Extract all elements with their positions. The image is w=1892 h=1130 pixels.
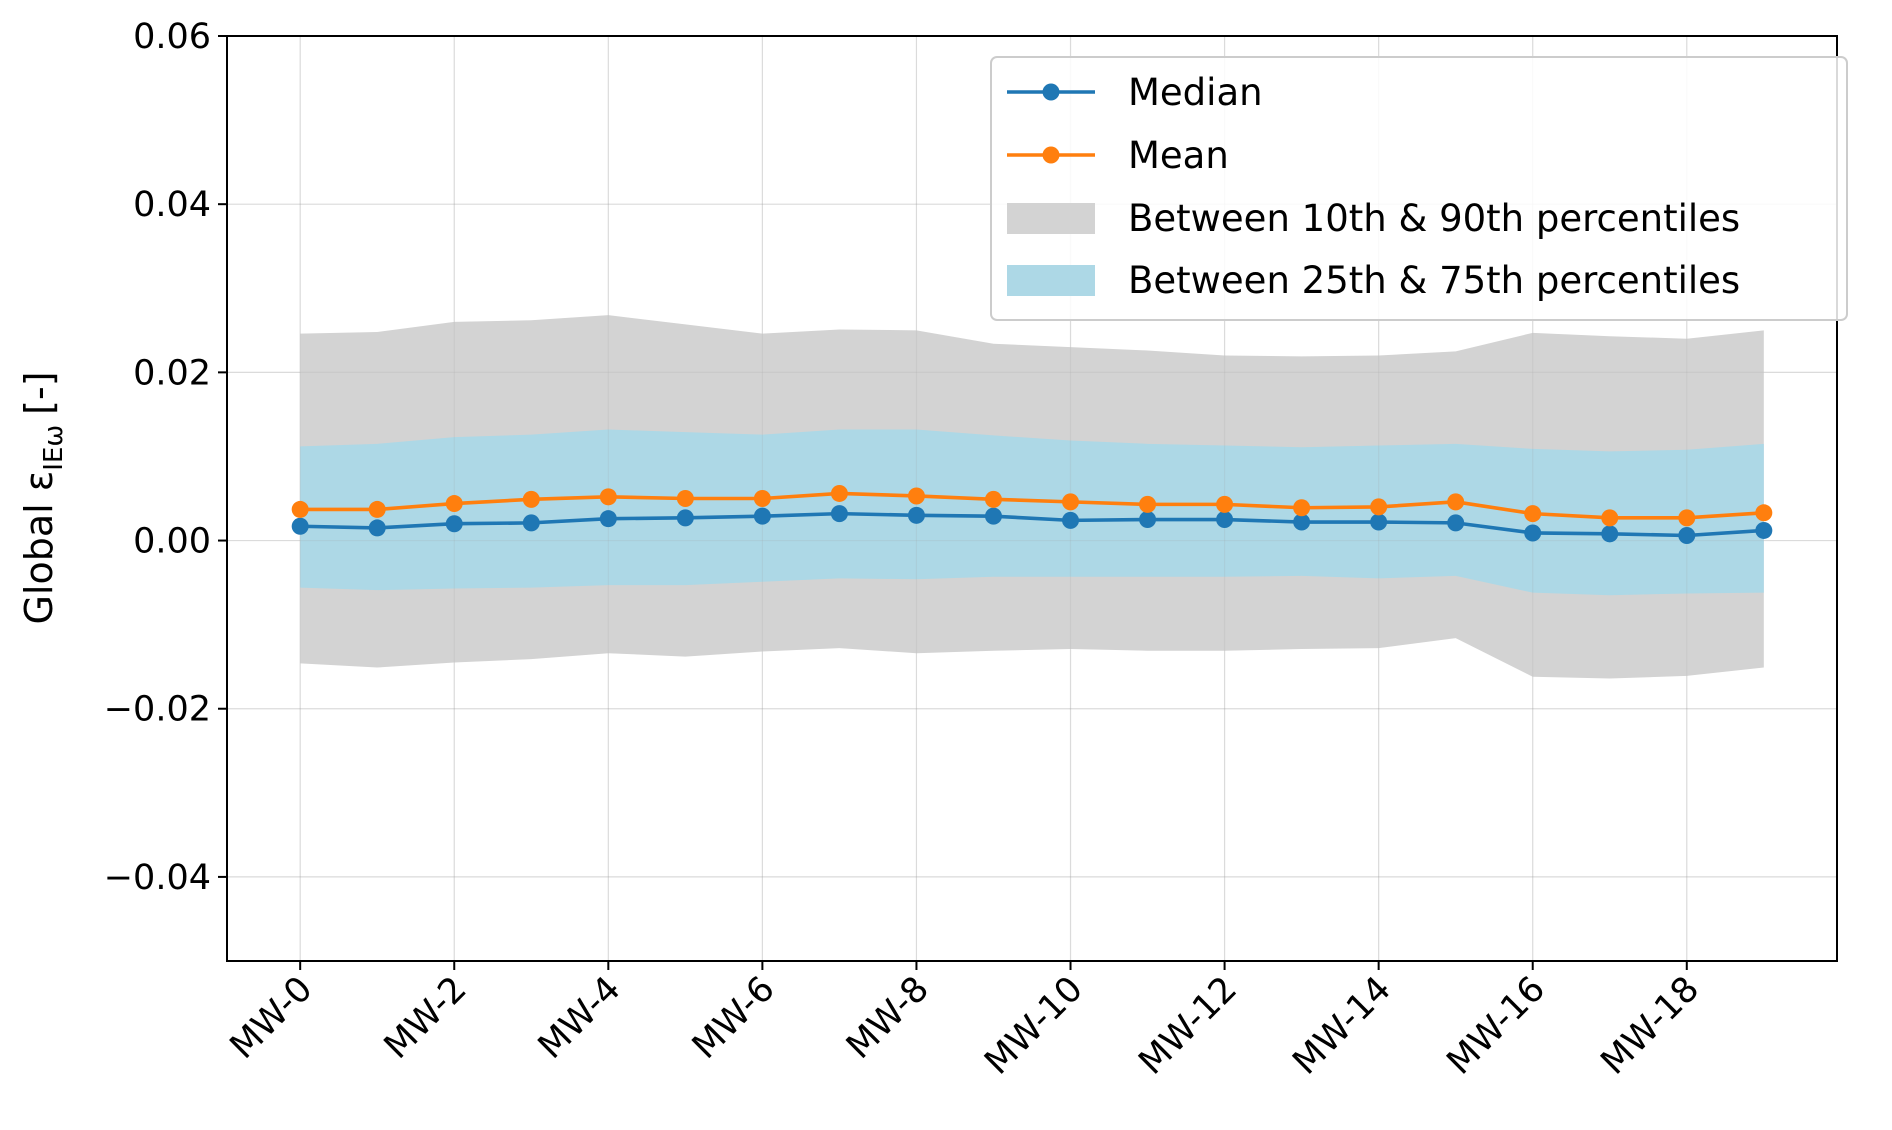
y-tick-label: −0.02 <box>104 690 211 730</box>
median-point <box>368 519 386 537</box>
y-axis-label-unit: [-] <box>17 371 61 414</box>
legend-band-swatch <box>1007 265 1095 296</box>
median-point <box>753 507 771 525</box>
y-axis-label-sub: IEω <box>39 425 69 471</box>
band-p25-p75 <box>300 429 1764 596</box>
mean-point <box>368 500 386 518</box>
median-point <box>291 517 309 535</box>
x-tick-label: MW-2 <box>377 969 475 1067</box>
x-tick-label: MW-8 <box>839 969 937 1067</box>
y-tick-label: 0.00 <box>133 522 211 562</box>
mean-point <box>522 490 540 508</box>
x-tick-label: MW-10 <box>977 969 1091 1083</box>
x-tick-label: MW-14 <box>1285 969 1399 1083</box>
median-point <box>1755 521 1773 539</box>
mean-point <box>291 500 309 518</box>
mean-point <box>1601 509 1619 527</box>
y-axis-label-main: Global ε <box>17 471 61 625</box>
mean-point <box>1139 495 1157 513</box>
mean-point <box>830 484 848 502</box>
mean-line <box>300 491 1764 520</box>
median-line <box>300 511 1764 538</box>
x-tick-label: MW-18 <box>1594 969 1708 1083</box>
y-tick-label: −0.04 <box>104 858 211 898</box>
median-point <box>830 505 848 523</box>
svg-text:Global εIEω[-]: Global εIEω [-] <box>17 371 69 624</box>
mean-point <box>1447 493 1465 511</box>
legend-label-mean: Mean <box>1128 134 1229 177</box>
median-point <box>1447 514 1465 532</box>
median-point <box>1601 525 1619 543</box>
mean-point <box>1062 493 1080 511</box>
mean-point <box>599 488 617 506</box>
mean-point <box>676 490 694 507</box>
x-tick-label: MW-16 <box>1440 969 1554 1083</box>
y-tick-label: 0.02 <box>133 353 211 393</box>
series-lines <box>291 484 1773 544</box>
median-point <box>1293 513 1311 531</box>
median-point <box>1370 513 1388 531</box>
x-tick-label: MW-12 <box>1131 969 1245 1083</box>
mean-point <box>445 495 463 513</box>
x-tick-label: MW-4 <box>531 969 629 1067</box>
median-point <box>676 509 694 527</box>
mean-point <box>1524 505 1542 523</box>
median-point <box>984 507 1002 525</box>
x-tick-label: MW-0 <box>223 969 321 1067</box>
median-point <box>522 514 540 532</box>
mean-point <box>1755 504 1773 522</box>
legend-mean-marker <box>1042 146 1060 164</box>
median-point <box>1678 527 1696 544</box>
mean-point <box>1293 499 1311 517</box>
mean-point <box>1216 495 1234 513</box>
y-tick-label: 0.04 <box>133 185 211 225</box>
legend-label-band: Between 10th & 90th percentiles <box>1128 197 1740 240</box>
median-point <box>445 515 463 533</box>
mean-point <box>1678 509 1696 527</box>
x-tick-label: MW-6 <box>685 969 783 1067</box>
plot-frame <box>226 35 1838 962</box>
mean-point <box>907 487 925 505</box>
legend-box <box>990 56 1848 321</box>
median-point <box>599 510 617 528</box>
bands <box>227 35 1837 961</box>
legend-label-median: Median <box>1128 71 1263 114</box>
mean-point <box>984 490 1002 508</box>
median-point <box>1216 511 1234 529</box>
legend-median-marker <box>1042 83 1060 101</box>
median-point <box>1139 511 1157 529</box>
mean-point <box>753 490 771 507</box>
legend-label-band: Between 25th & 75th percentiles <box>1128 259 1740 302</box>
mean-point <box>1370 498 1388 516</box>
y-tick-label: 0.06 <box>133 17 211 57</box>
legend-band-swatch <box>1007 203 1095 234</box>
y-axis-label: Global εIEω [-] <box>17 371 69 624</box>
median-point <box>1062 511 1080 529</box>
legend: Median Mean Between 10th & 90th percentile… <box>990 56 1848 321</box>
median-point <box>1524 524 1542 542</box>
median-point <box>907 506 925 524</box>
